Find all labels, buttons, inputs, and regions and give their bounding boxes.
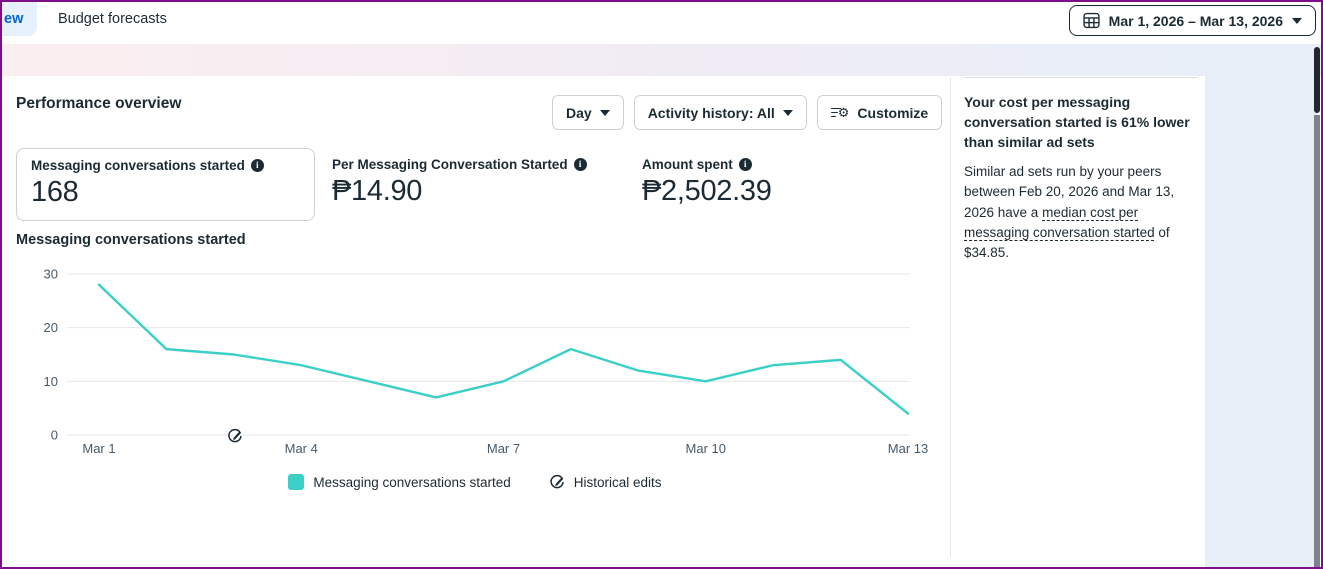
metric-card-cost-per-conversation[interactable]: Per Messaging Conversation Started ₱14.9… — [332, 157, 587, 208]
insight-body-post: of $34.85. — [964, 224, 1170, 261]
svg-text:Mar 13: Mar 13 — [888, 441, 928, 456]
insight-body-pre: Similar ad sets run by your peers betwee… — [964, 164, 1175, 220]
day-dropdown[interactable]: Day — [552, 95, 624, 130]
legend-item-historical-edits: Historical edits — [549, 474, 662, 490]
vertical-divider — [950, 77, 951, 557]
chart-toolbar: Day Activity history: All ⚙ Customize — [552, 95, 943, 130]
legend-historical-label: Historical edits — [573, 474, 662, 490]
svg-text:10: 10 — [44, 374, 58, 389]
top-tab-bar: ew Budget forecasts Mar 1, 2026 – Mar 13… — [2, 2, 1321, 44]
date-range-button[interactable]: Mar 1, 2026 – Mar 13, 2026 — [1068, 5, 1316, 36]
metric-label: Messaging conversations started — [31, 158, 245, 173]
customize-button-label: Customize — [857, 104, 929, 121]
info-icon[interactable] — [573, 158, 587, 171]
svg-text:Mar 4: Mar 4 — [285, 441, 318, 456]
svg-text:20: 20 — [44, 320, 58, 335]
insight-median-cost-link[interactable]: median cost per messaging conversation s… — [964, 204, 1155, 240]
activity-history-dropdown[interactable]: Activity history: All — [633, 95, 807, 130]
calendar-grid-icon — [1083, 12, 1100, 29]
info-icon[interactable] — [738, 158, 752, 171]
insight-body: Similar ad sets run by your peers betwee… — [964, 162, 1197, 263]
metric-card-amount-spent[interactable]: Amount spent ₱2,502.39 — [642, 157, 772, 208]
svg-text:Mar 1: Mar 1 — [82, 441, 115, 456]
caret-down-icon — [1292, 17, 1302, 24]
insight-heading: Your cost per messaging conversation sta… — [964, 94, 1190, 151]
date-range-label: Mar 1, 2026 – Mar 13, 2026 — [1108, 12, 1283, 29]
chart-legend: Messaging conversations started Historic… — [20, 474, 930, 490]
legend-series-label: Messaging conversations started — [313, 474, 511, 490]
metric-value: 168 — [31, 176, 79, 208]
scrollbar-track[interactable] — [1314, 115, 1320, 567]
tab-overview-partial[interactable]: ew — [2, 2, 37, 36]
right-background-strip — [1205, 76, 1318, 567]
caret-down-icon — [782, 109, 793, 116]
tab-overview-partial-label: ew — [4, 11, 24, 27]
tab-budget-forecasts-label: Budget forecasts — [58, 11, 167, 27]
customize-button[interactable]: ⚙ Customize — [816, 95, 943, 130]
metric-card-messaging-conversations[interactable]: Messaging conversations started 168 — [16, 148, 315, 221]
historical-edit-icon — [549, 474, 565, 490]
metric-label: Amount spent — [642, 157, 733, 172]
day-dropdown-label: Day — [566, 104, 592, 121]
historical-edit-axis-marker — [228, 428, 242, 443]
chart-title: Messaging conversations started — [16, 232, 246, 248]
svg-text:30: 30 — [44, 267, 58, 282]
scrollbar-thumb[interactable] — [1314, 47, 1320, 113]
series-swatch — [288, 474, 305, 490]
gradient-band — [2, 44, 1321, 76]
metric-value: ₱2,502.39 — [642, 175, 772, 207]
svg-text:Mar 10: Mar 10 — [686, 441, 726, 456]
svg-text:Mar 7: Mar 7 — [487, 441, 520, 456]
tab-budget-forecasts[interactable]: Budget forecasts — [58, 2, 167, 36]
insight-sidebar: Your cost per messaging conversation sta… — [964, 77, 1197, 263]
caret-down-icon — [599, 109, 610, 116]
svg-text:0: 0 — [51, 428, 58, 443]
info-icon[interactable] — [250, 159, 264, 172]
activity-history-label: Activity history: All — [647, 104, 775, 121]
metric-label: Per Messaging Conversation Started — [332, 157, 568, 172]
settings-gear-icon: ⚙ — [830, 106, 849, 119]
performance-chart: 0 10 20 30 Mar 1 Mar 4 Mar 7 Mar 10 Mar 13 — [20, 260, 930, 470]
legend-item-series: Messaging conversations started — [288, 474, 511, 490]
metric-value: ₱14.90 — [332, 175, 423, 207]
page-title: Performance overview — [16, 95, 182, 112]
